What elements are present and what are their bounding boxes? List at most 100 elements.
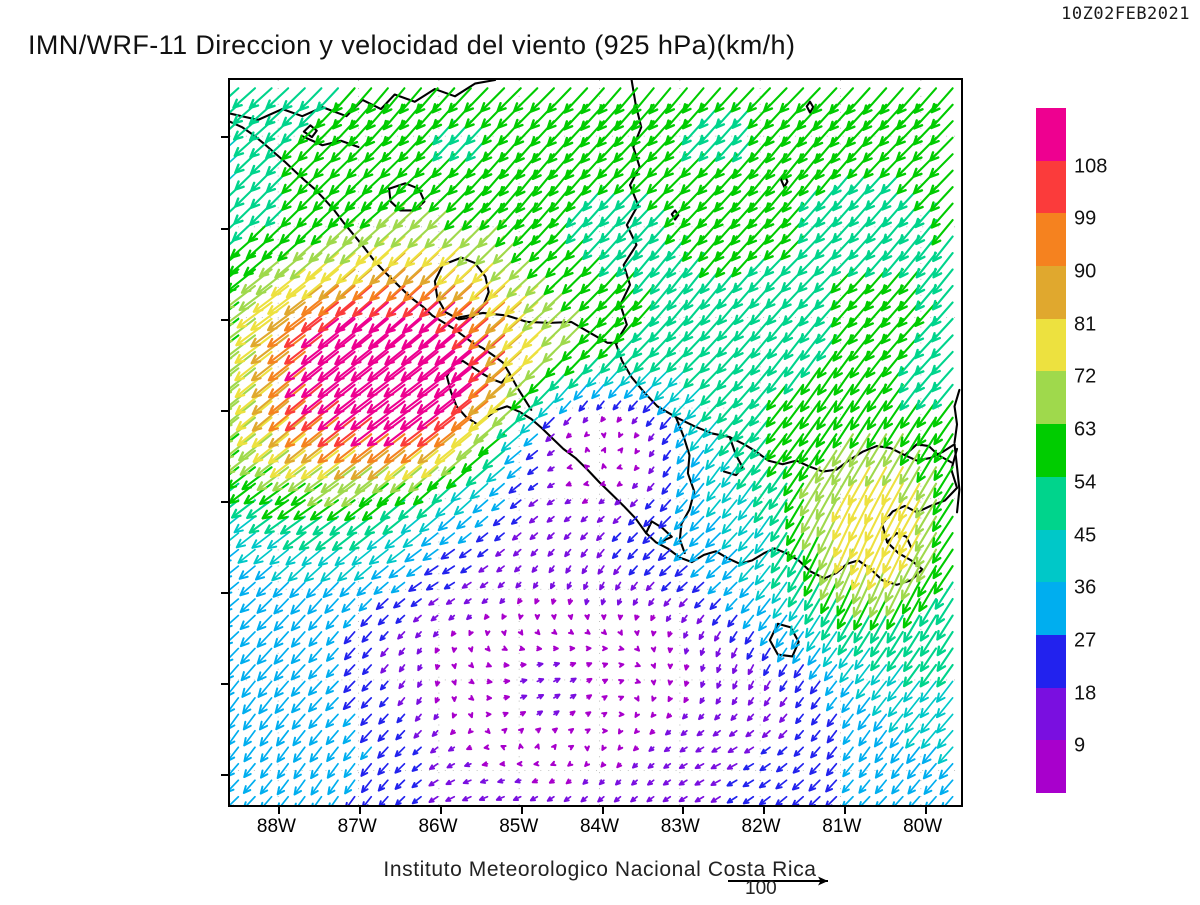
wind-vector — [712, 747, 720, 751]
wind-vector — [548, 451, 554, 455]
wind-vector — [289, 566, 305, 581]
wind-vector — [822, 599, 837, 626]
wind-vector — [485, 615, 489, 619]
wind-vector — [254, 550, 271, 564]
wind-vector — [275, 648, 289, 663]
wind-vector — [566, 500, 571, 503]
wind-vector — [399, 648, 404, 654]
x-axis-tick-label: 83W — [661, 816, 700, 838]
wind-vector — [469, 680, 473, 684]
wind-vector — [715, 632, 720, 641]
wind-vector — [230, 616, 238, 629]
wind-vector — [828, 731, 837, 743]
wind-vector — [690, 517, 703, 531]
wind-vector — [435, 385, 471, 413]
wind-vector — [628, 533, 637, 542]
wind-vector — [706, 533, 720, 547]
wind-vector — [396, 616, 404, 623]
wind-vector — [665, 747, 670, 751]
wind-vector — [904, 599, 920, 627]
wind-vector — [715, 714, 720, 719]
wind-vector — [548, 517, 554, 522]
wind-vector — [762, 747, 770, 753]
wind-vector — [635, 729, 639, 733]
colorbar[interactable] — [1036, 108, 1066, 793]
wind-vector — [664, 451, 671, 460]
wind-vector — [924, 764, 936, 779]
wind-vector — [667, 714, 671, 718]
wind-vector — [778, 747, 786, 754]
wind-vector — [478, 550, 487, 557]
wind-vector — [701, 681, 704, 686]
wind-vector — [587, 695, 591, 699]
wind-vector — [597, 401, 604, 409]
wind-vector — [934, 550, 953, 578]
wind-vector — [742, 599, 754, 613]
wind-vector — [477, 533, 488, 541]
wind-vector — [676, 566, 687, 576]
wind-vector — [812, 714, 820, 724]
reference-vector-label: 100 — [745, 878, 777, 900]
wind-vector — [631, 583, 637, 590]
wind-vector — [435, 368, 471, 397]
wind-vector — [436, 648, 439, 652]
wind-vector — [536, 630, 540, 634]
wind-vector — [567, 780, 571, 784]
x-axis-tick — [440, 805, 442, 814]
wind-vector — [469, 713, 472, 717]
wind-vector — [361, 764, 371, 776]
wind-vector — [412, 599, 421, 606]
wind-vector — [435, 352, 471, 381]
wind-vector — [378, 764, 388, 775]
wind-vector — [535, 599, 538, 603]
wind-vector — [818, 385, 836, 412]
wind-vector — [811, 681, 820, 693]
wind-vector — [581, 533, 587, 539]
wind-vector — [598, 517, 604, 522]
wind-vector — [938, 731, 953, 748]
map-plot-area[interactable] — [228, 78, 963, 807]
wind-vector — [396, 747, 405, 756]
wind-vector — [534, 762, 538, 765]
wind-vector — [392, 583, 405, 593]
wind-vector — [633, 484, 637, 488]
wind-vector — [479, 566, 487, 572]
wind-vector — [645, 566, 654, 575]
wind-vector — [293, 714, 305, 728]
wind-vector — [311, 764, 321, 778]
colorbar-tick-label: 63 — [1074, 419, 1096, 442]
wind-vector — [825, 665, 837, 680]
wind-vector — [554, 711, 559, 715]
wind-vector — [760, 764, 769, 770]
wind-vector — [780, 681, 786, 691]
wind-vector — [701, 665, 704, 671]
wind-vector — [793, 797, 804, 805]
wind-vector — [362, 797, 371, 805]
wind-vector — [731, 714, 736, 719]
wind-vector — [603, 647, 607, 651]
wind-vector — [666, 731, 670, 735]
wind-vector — [292, 698, 305, 712]
wind-vector — [717, 681, 720, 687]
wind-vector — [361, 714, 371, 725]
x-axis-tick — [682, 805, 684, 814]
wind-vector — [436, 319, 471, 349]
colorbar-tick-label: 36 — [1074, 577, 1096, 600]
wind-vector — [504, 679, 509, 683]
wind-vector — [809, 780, 819, 790]
wind-vector — [717, 665, 720, 672]
wind-vector — [467, 746, 471, 749]
wind-vector-field — [230, 80, 961, 805]
wind-vector — [695, 599, 703, 608]
y-axis-tick — [221, 136, 230, 138]
wind-vector — [759, 616, 770, 631]
wind-vector — [844, 731, 853, 744]
wind-vector — [756, 566, 770, 584]
wind-vector — [745, 747, 753, 752]
x-axis-tick — [763, 805, 765, 814]
wind-vector — [531, 550, 537, 556]
wind-vector — [583, 499, 587, 502]
wind-vector — [710, 599, 720, 609]
wind-vector — [619, 697, 623, 700]
wind-vector — [874, 714, 886, 730]
